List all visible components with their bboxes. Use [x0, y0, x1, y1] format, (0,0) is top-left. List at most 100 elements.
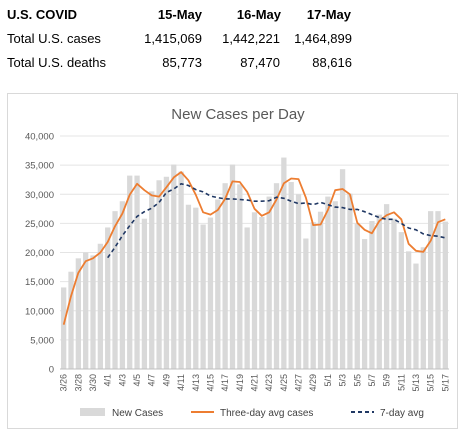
- x-tick-label: 4/21: [250, 374, 260, 392]
- y-tick-label: 10,000: [25, 306, 54, 317]
- bar: [68, 271, 74, 369]
- summary-date-3: 17-May: [306, 7, 351, 22]
- bar: [90, 255, 96, 369]
- x-tick-label: 4/11: [176, 374, 186, 391]
- bar: [222, 183, 228, 369]
- x-tick-label: 4/5: [132, 374, 142, 387]
- bar: [266, 196, 272, 369]
- summary-header-label: U.S. COVID: [7, 7, 78, 22]
- bar: [347, 193, 353, 369]
- x-tick-label: 5/17: [440, 374, 450, 392]
- bar: [229, 164, 236, 369]
- summary-cases-value-3: 1,464,899: [294, 31, 352, 46]
- bar: [134, 175, 140, 369]
- summary-deaths-value-1: 85,773: [162, 55, 202, 70]
- bar: [83, 252, 89, 369]
- bar: [405, 251, 412, 369]
- bar: [215, 199, 221, 369]
- bar: [442, 221, 448, 369]
- x-tick-label: 5/15: [426, 374, 436, 392]
- x-tick-label: 3/28: [73, 374, 83, 392]
- summary-row-deaths-label: Total U.S. deaths: [7, 55, 106, 70]
- bar: [288, 182, 294, 369]
- bar: [369, 221, 375, 369]
- summary-date-2: 16-May: [236, 7, 281, 22]
- bar: [281, 157, 287, 369]
- legend-label: 7-day avg: [380, 408, 424, 419]
- bar: [105, 227, 111, 369]
- x-tick-label: 4/27: [294, 374, 304, 392]
- summary-deaths-value-3: 88,616: [312, 55, 352, 70]
- y-tick-label: 0: [49, 365, 54, 376]
- x-tick-label: 5/7: [367, 374, 377, 387]
- x-tick-label: 4/3: [117, 374, 127, 387]
- bar: [112, 211, 118, 369]
- bar: [97, 243, 104, 369]
- bar: [420, 247, 426, 369]
- x-tick-label: 5/5: [352, 374, 362, 387]
- bar: [251, 212, 258, 369]
- y-tick-label: 5,000: [30, 335, 54, 346]
- bar: [428, 211, 434, 369]
- y-tick-label: 40,000: [25, 132, 54, 143]
- x-tick-label: 5/3: [338, 374, 348, 387]
- y-tick-label: 20,000: [25, 248, 54, 259]
- bar: [75, 258, 81, 369]
- bar: [398, 232, 404, 369]
- bar: [413, 263, 419, 369]
- x-tick-label: 5/9: [382, 374, 392, 387]
- bar: [259, 216, 265, 369]
- bar: [303, 238, 309, 369]
- x-tick-label: 4/25: [279, 374, 289, 392]
- bar: [185, 204, 192, 369]
- y-tick-label: 30,000: [25, 190, 54, 201]
- y-tick-label: 15,000: [25, 277, 54, 288]
- bar: [361, 239, 368, 369]
- x-tick-label: 4/23: [264, 374, 274, 392]
- legend-label: New Cases: [112, 408, 163, 419]
- summary-row-cases-label: Total U.S. cases: [7, 31, 101, 46]
- bar: [156, 180, 162, 369]
- x-tick-label: 4/29: [308, 374, 318, 392]
- x-tick-label: 3/30: [88, 374, 98, 392]
- seven-day-avg-line: [107, 183, 446, 259]
- bar: [149, 191, 155, 369]
- bar: [317, 211, 324, 369]
- legend-swatch-new-cases: [80, 408, 105, 416]
- bar: [207, 217, 214, 369]
- x-tick-label: 4/7: [147, 374, 157, 387]
- bar: [354, 223, 360, 369]
- bar: [325, 196, 331, 369]
- cases-chart: New Cases per Day 0 5,000 10,000 15,000 20,0…: [25, 106, 450, 419]
- summary-cases-value-2: 1,442,221: [222, 31, 280, 46]
- bar: [163, 176, 170, 369]
- x-tick-label: 4/1: [103, 374, 113, 387]
- bar: [127, 175, 133, 369]
- three-day-avg-line: [62, 171, 446, 325]
- bar: [310, 222, 316, 369]
- bar: [61, 287, 67, 369]
- x-tick-label: 3/26: [59, 374, 69, 392]
- x-tick-label: 4/19: [235, 374, 245, 392]
- chart-title: New Cases per Day: [171, 106, 305, 123]
- bar: [332, 201, 338, 369]
- summary-cases-value-1: 1,415,069: [144, 31, 202, 46]
- x-tick-label: 4/9: [161, 374, 171, 387]
- bar: [295, 194, 302, 369]
- summary-deaths-value-2: 87,470: [240, 55, 280, 70]
- x-tick-label: 5/1: [323, 374, 333, 387]
- legend-label: Three-day avg cases: [220, 408, 313, 419]
- bar: [244, 227, 250, 369]
- y-tick-label: 35,000: [25, 161, 54, 172]
- x-tick-label: 4/13: [191, 374, 201, 392]
- bar: [339, 169, 346, 369]
- bar: [435, 211, 441, 369]
- bar: [141, 218, 148, 369]
- bar: [391, 218, 397, 369]
- x-tick-label: 4/17: [220, 374, 230, 392]
- summary-date-1: 15-May: [157, 7, 202, 22]
- bar: [376, 214, 382, 369]
- summary-table: U.S. COVID 15-May 16-May 17-May Total U.…: [0, 0, 465, 80]
- bar: [273, 183, 280, 369]
- x-tick-label: 5/11: [396, 374, 406, 391]
